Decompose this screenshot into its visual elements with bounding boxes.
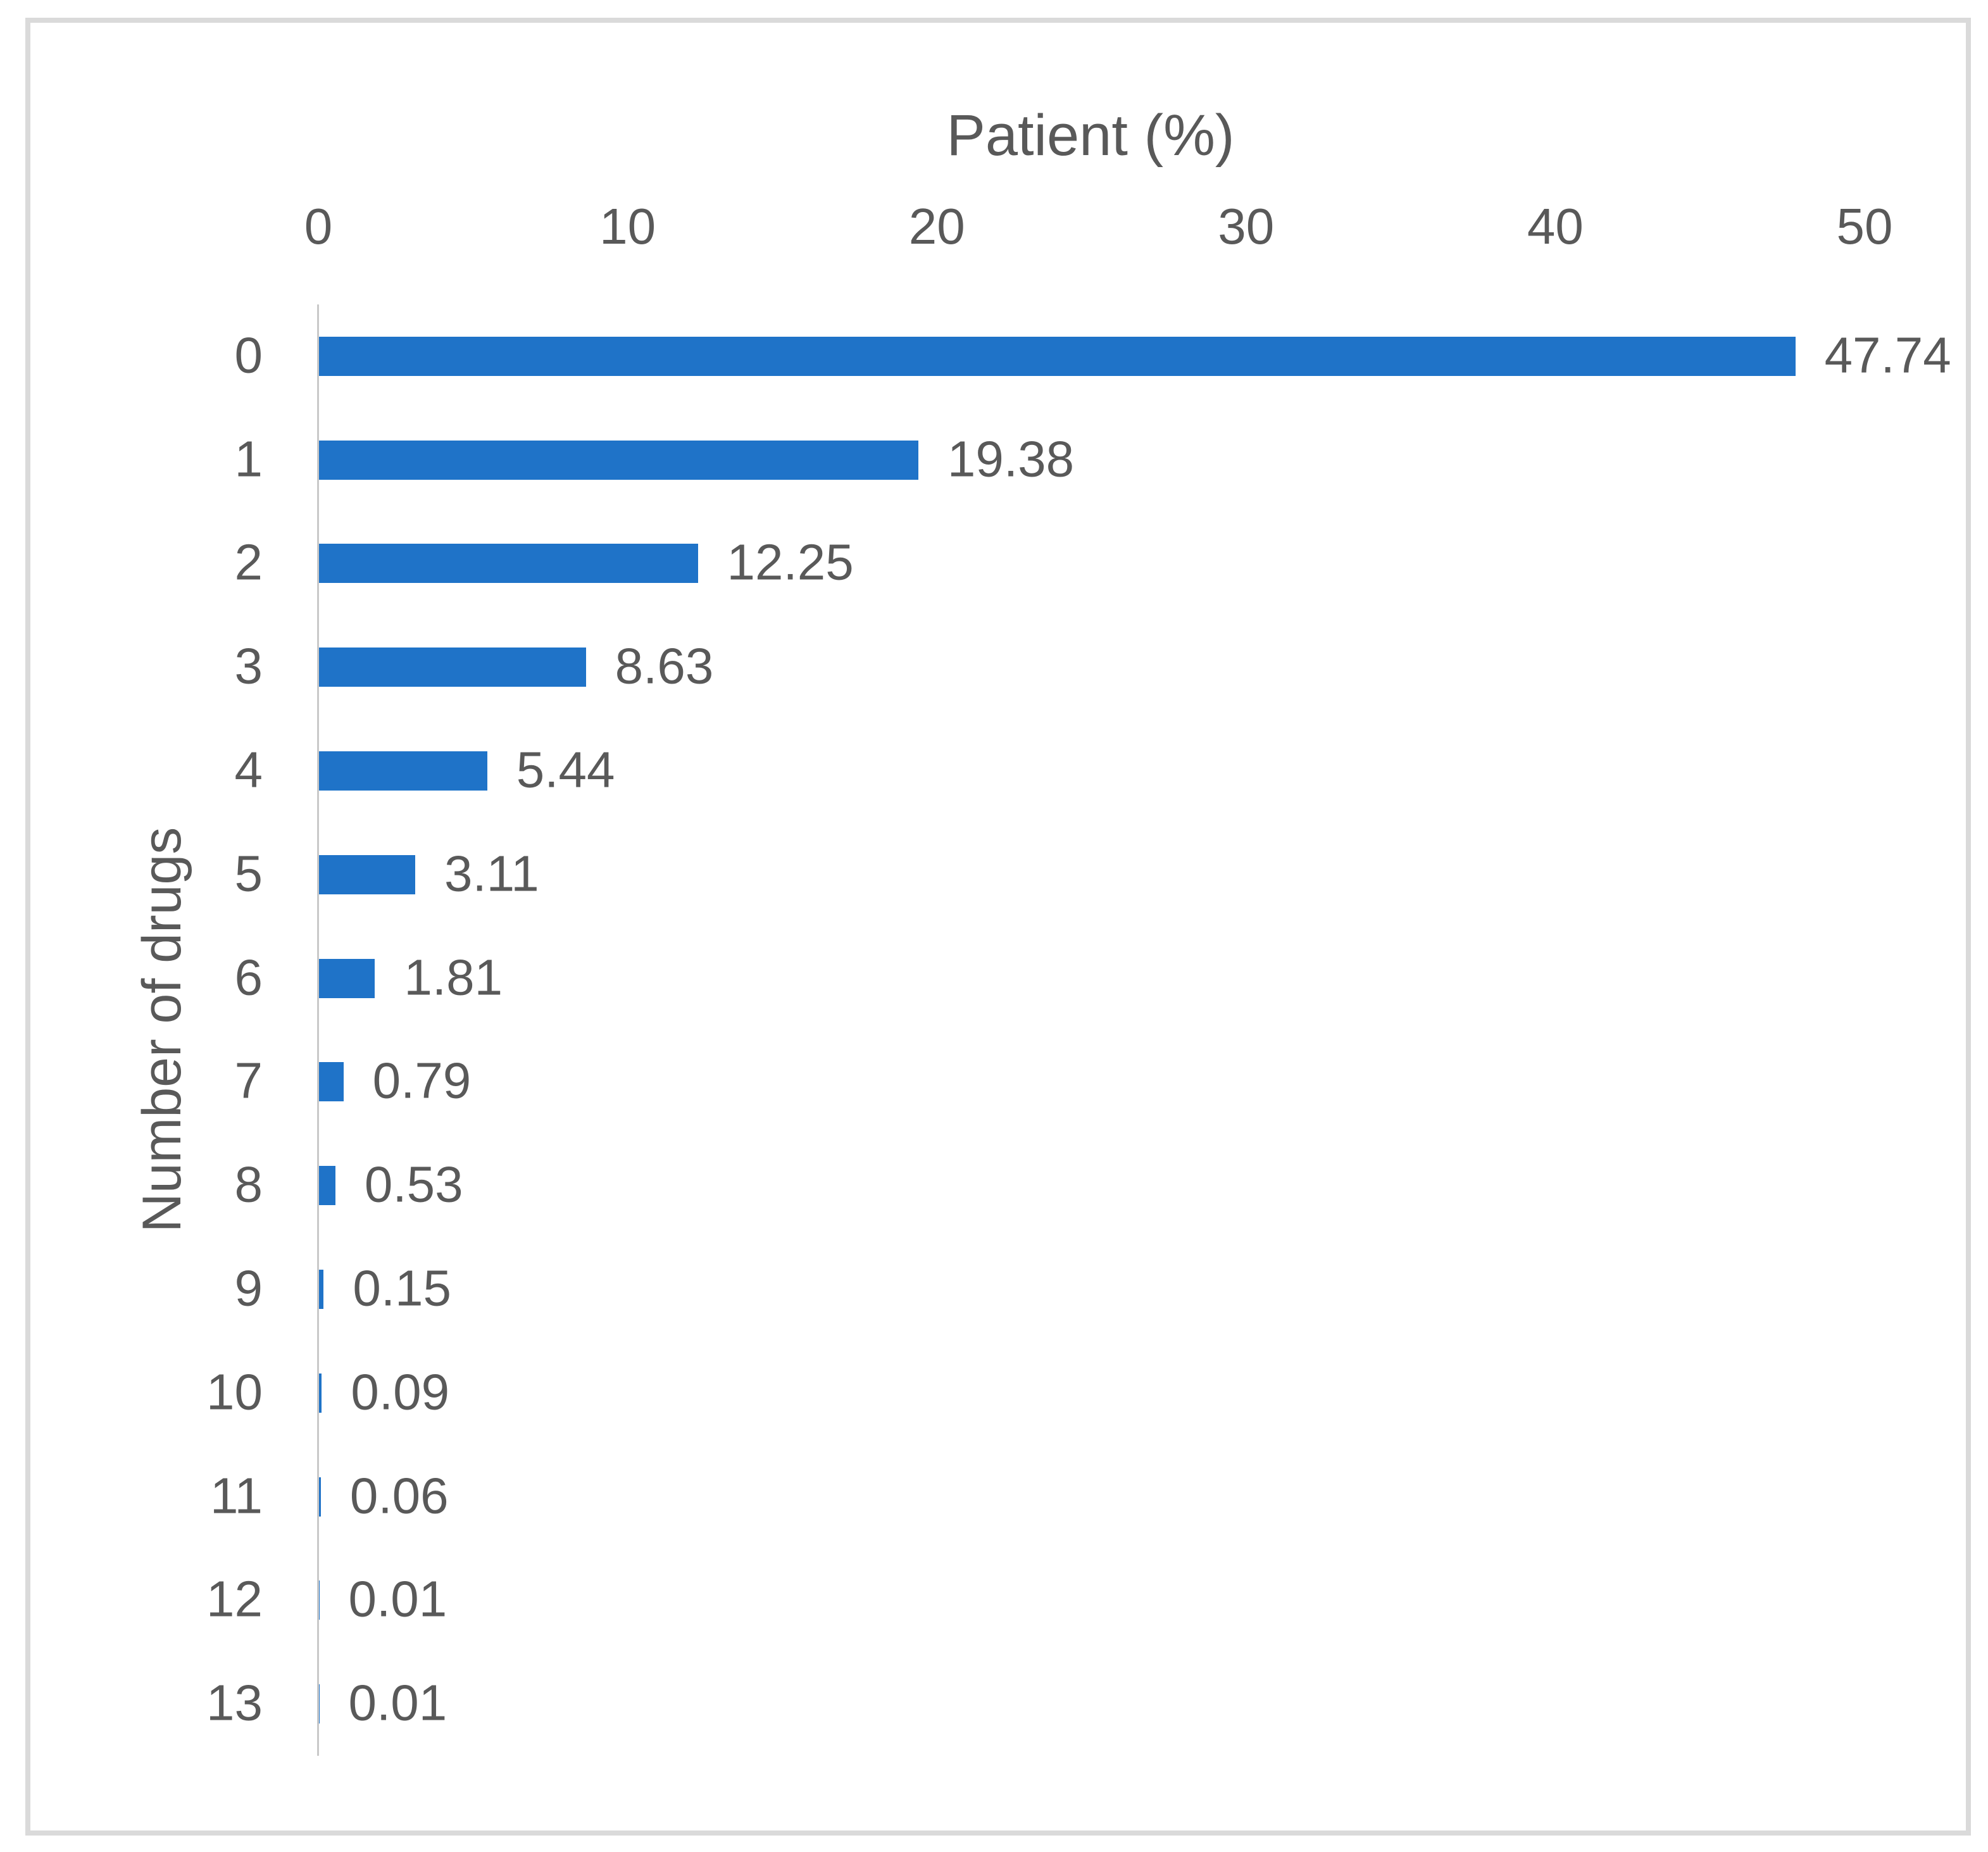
value-label: 0.79 (372, 1052, 472, 1109)
bar-row: 0 47.74 (0, 304, 1988, 408)
x-axis-title: Patient (%) (946, 103, 1235, 168)
x-axis-tick-label: 40 (1527, 198, 1584, 254)
value-label: 0.01 (348, 1674, 447, 1731)
value-label: 0.06 (349, 1467, 449, 1524)
bar-row: 8 0.53 (0, 1134, 1988, 1237)
category-label: 7 (234, 1052, 263, 1109)
value-label: 5.44 (516, 741, 615, 798)
value-label: 3.11 (444, 845, 539, 902)
category-label: 3 (234, 637, 263, 694)
category-label: 4 (234, 741, 263, 798)
bar-row: 3 8.63 (0, 615, 1988, 719)
bar (319, 648, 586, 687)
bar (319, 336, 1796, 376)
bar-row: 11 0.06 (0, 1445, 1988, 1549)
bar-row: 13 0.01 (0, 1652, 1988, 1756)
category-label: 0 (234, 327, 263, 384)
bar (319, 544, 698, 584)
bar-row: 9 0.15 (0, 1237, 1988, 1341)
category-label: 12 (206, 1570, 263, 1627)
category-label: 13 (206, 1674, 263, 1731)
bar (319, 958, 375, 998)
bar-row: 7 0.79 (0, 1030, 1988, 1134)
bar (319, 1477, 321, 1517)
bar-row: 1 19.38 (0, 408, 1988, 512)
bar-row: 12 0.01 (0, 1548, 1988, 1652)
x-axis-tick-label: 50 (1836, 198, 1893, 254)
value-label: 0.01 (348, 1570, 447, 1627)
value-label: 12.25 (727, 534, 854, 591)
y-axis-title: Number of drugs (132, 827, 192, 1233)
category-label: 2 (234, 534, 263, 591)
value-label: 8.63 (615, 637, 714, 694)
category-label: 10 (206, 1363, 263, 1420)
category-label: 6 (234, 948, 263, 1005)
bar (319, 1373, 322, 1413)
bar (319, 1062, 344, 1102)
chart-frame (25, 18, 1971, 1836)
bar-row: 6 1.81 (0, 927, 1988, 1030)
bar-row: 10 0.09 (0, 1341, 1988, 1445)
bar-row: 5 3.11 (0, 823, 1988, 927)
bar (319, 440, 918, 480)
category-label: 1 (234, 430, 263, 487)
bar (319, 854, 415, 894)
bar-row: 2 12.25 (0, 512, 1988, 616)
value-label: 47.74 (1824, 327, 1951, 384)
x-axis-tick-label: 20 (908, 198, 965, 254)
bar (319, 1166, 335, 1206)
category-label: 5 (234, 845, 263, 902)
x-axis-tick-label: 30 (1218, 198, 1275, 254)
x-axis-tick-label: 0 (304, 198, 333, 254)
category-label: 9 (234, 1260, 263, 1317)
bar-row: 4 5.44 (0, 719, 1988, 823)
value-label: 1.81 (404, 948, 503, 1005)
value-label: 0.09 (351, 1363, 450, 1420)
value-label: 0.53 (364, 1156, 463, 1213)
bar (319, 1269, 324, 1309)
y-axis-line (317, 304, 319, 1756)
x-axis-tick-label: 10 (599, 198, 656, 254)
value-label: 0.15 (353, 1260, 452, 1317)
value-label: 19.38 (947, 430, 1075, 487)
bar (319, 751, 487, 791)
category-label: 11 (209, 1467, 263, 1524)
category-label: 8 (234, 1156, 263, 1213)
